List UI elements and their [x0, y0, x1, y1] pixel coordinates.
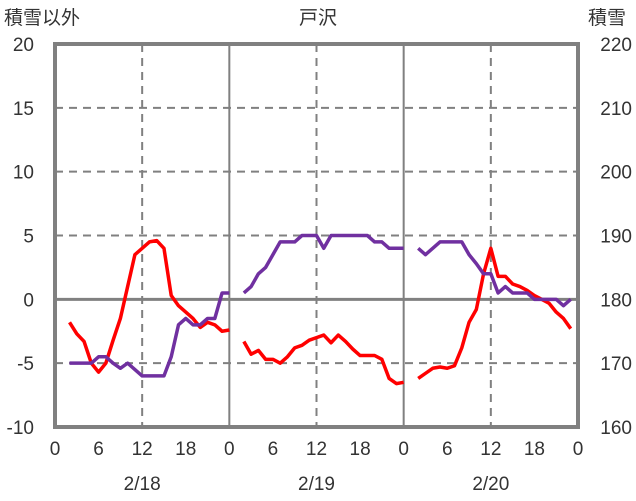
- x-tick-label: 18: [350, 439, 371, 460]
- x-tick-label: 12: [306, 439, 327, 460]
- right-tick-label: 180: [600, 290, 632, 311]
- day-label: 2/20: [472, 474, 509, 495]
- left-tick-label: 0: [23, 290, 34, 311]
- left-tick-label: -5: [17, 354, 34, 375]
- right-tick-label: 200: [600, 163, 632, 184]
- x-tick-label: 6: [93, 439, 104, 460]
- x-tick-label: 0: [50, 439, 61, 460]
- right-tick-label: 160: [600, 418, 632, 439]
- right-tick-label: 170: [600, 354, 632, 375]
- left-axis-title: 積雪以外: [4, 7, 80, 29]
- x-tick-label: 0: [224, 439, 235, 460]
- series-line-snow: [417, 240, 572, 308]
- day-label: 2/18: [124, 474, 161, 495]
- right-tick-label: 210: [600, 99, 632, 120]
- x-tick-label: 12: [132, 439, 153, 460]
- day-label: 2/19: [298, 474, 335, 495]
- series-line-other: [68, 238, 230, 374]
- chart-title: 戸沢: [299, 7, 337, 29]
- plot-border: [53, 42, 580, 429]
- series-line-other: [242, 333, 404, 386]
- x-tick-label: 6: [442, 439, 453, 460]
- series-line-other: [417, 246, 573, 380]
- left-tick-label: 20: [13, 35, 34, 56]
- x-tick-label: 12: [480, 439, 501, 460]
- series-line-snow: [242, 233, 404, 295]
- x-tick-label: 18: [524, 439, 545, 460]
- x-tick-label: 18: [175, 439, 196, 460]
- x-tick-label: 6: [268, 439, 279, 460]
- left-tick-label: -10: [7, 418, 34, 439]
- x-tick-label: 0: [398, 439, 409, 460]
- x-tick-label: 0: [573, 439, 584, 460]
- series-line-snow: [69, 291, 230, 378]
- left-tick-label: 5: [23, 227, 34, 248]
- left-tick-label: 10: [13, 163, 34, 184]
- right-tick-label: 220: [600, 35, 632, 56]
- right-axis-title: 積雪: [588, 7, 626, 29]
- left-tick-label: 15: [13, 99, 34, 120]
- right-tick-label: 190: [600, 227, 632, 248]
